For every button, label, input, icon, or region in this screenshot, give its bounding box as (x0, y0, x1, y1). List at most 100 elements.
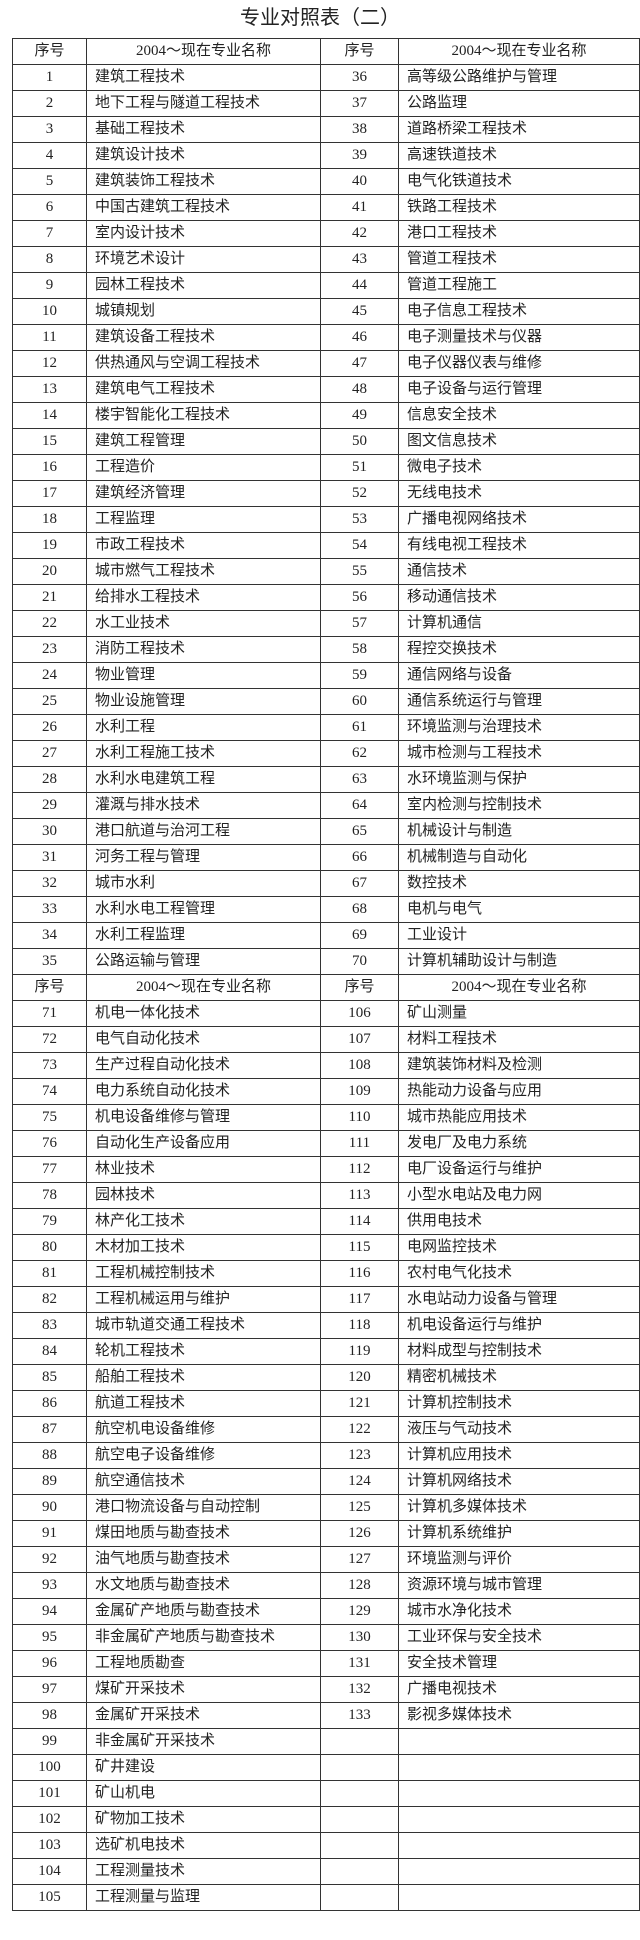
major-name: 机电一体化技术 (86, 1000, 321, 1027)
major-name: 程控交换技术 (398, 636, 640, 663)
table-row: 1 建筑工程技术 36 高等级公路维护与管理 (12, 64, 640, 91)
seq-number: 112 (320, 1156, 399, 1183)
major-name: 水利工程监理 (86, 922, 321, 949)
table-row: 105 工程测量与监理 (12, 1884, 640, 1911)
major-name: 信息安全技术 (398, 402, 640, 429)
seq-number: 15 (12, 428, 87, 455)
major-name: 电厂设备运行与维护 (398, 1156, 640, 1183)
major-name: 建筑工程管理 (86, 428, 321, 455)
major-name: 机电设备运行与维护 (398, 1312, 640, 1339)
table-row: 29 灌溉与排水技术 64 室内检测与控制技术 (12, 792, 640, 819)
page-title: 专业对照表（二） (240, 7, 400, 29)
seq-number: 115 (320, 1234, 399, 1261)
major-name: 非金属矿开采技术 (86, 1728, 321, 1755)
table-row: 100 矿井建设 (12, 1754, 640, 1781)
major-name: 影视多媒体技术 (398, 1702, 640, 1729)
seq-number: 89 (12, 1468, 87, 1495)
seq-number: 40 (320, 168, 399, 195)
seq-number: 70 (320, 948, 399, 975)
table-row: 86 航道工程技术 121 计算机控制技术 (12, 1390, 640, 1417)
major-name: 市政工程技术 (86, 532, 321, 559)
major-name: 航空机电设备维修 (86, 1416, 321, 1443)
major-name: 工程机械控制技术 (86, 1260, 321, 1287)
major-name: 河务工程与管理 (86, 844, 321, 871)
table-row: 102 矿物加工技术 (12, 1806, 640, 1833)
major-name: 港口物流设备与自动控制 (86, 1494, 321, 1521)
seq-number: 58 (320, 636, 399, 663)
seq-number: 38 (320, 116, 399, 143)
seq-number (320, 1754, 399, 1781)
seq-number: 24 (12, 662, 87, 689)
table-row: 34 水利工程监理 69 工业设计 (12, 922, 640, 949)
seq-number: 31 (12, 844, 87, 871)
major-name: 工业环保与安全技术 (398, 1624, 640, 1651)
seq-number: 42 (320, 220, 399, 247)
major-name: 园林工程技术 (86, 272, 321, 299)
major-name: 航空电子设备维修 (86, 1442, 321, 1469)
seq-number (320, 1806, 399, 1833)
major-name: 电子信息工程技术 (398, 298, 640, 325)
major-name: 建筑装饰工程技术 (86, 168, 321, 195)
header-row: 序号 2004～现在专业名称 序号 2004～现在专业名称 (12, 38, 640, 65)
major-name: 航道工程技术 (86, 1390, 321, 1417)
major-name: 电网监控技术 (398, 1234, 640, 1261)
major-name: 工程地质勘查 (86, 1650, 321, 1677)
seq-number: 22 (12, 610, 87, 637)
seq-number: 39 (320, 142, 399, 169)
seq-number: 2 (12, 90, 87, 117)
seq-number: 36 (320, 64, 399, 91)
seq-number: 45 (320, 298, 399, 325)
table-row: 92 油气地质与勘查技术 127 环境监测与评价 (12, 1546, 640, 1573)
seq-number: 73 (12, 1052, 87, 1079)
major-name: 城市水利 (86, 870, 321, 897)
seq-number: 106 (320, 1000, 399, 1027)
major-name: 数控技术 (398, 870, 640, 897)
major-name: 材料成型与控制技术 (398, 1338, 640, 1365)
seq-number: 114 (320, 1208, 399, 1235)
major-name: 城市轨道交通工程技术 (86, 1312, 321, 1339)
table-row: 10 城镇规划 45 电子信息工程技术 (12, 298, 640, 325)
header-name: 2004～现在专业名称 (86, 974, 321, 1001)
seq-number: 11 (12, 324, 87, 351)
major-name: 计算机控制技术 (398, 1390, 640, 1417)
seq-number: 85 (12, 1364, 87, 1391)
table-row: 6 中国古建筑工程技术 41 铁路工程技术 (12, 194, 640, 221)
major-name: 矿物加工技术 (86, 1806, 321, 1833)
table-row: 15 建筑工程管理 50 图文信息技术 (12, 428, 640, 455)
major-name: 林业技术 (86, 1156, 321, 1183)
major-name: 机电设备维修与管理 (86, 1104, 321, 1131)
seq-number: 37 (320, 90, 399, 117)
seq-number: 113 (320, 1182, 399, 1209)
seq-number: 18 (12, 506, 87, 533)
seq-number: 64 (320, 792, 399, 819)
seq-number: 117 (320, 1286, 399, 1313)
seq-number: 120 (320, 1364, 399, 1391)
table-row: 22 水工业技术 57 计算机通信 (12, 610, 640, 637)
major-name: 电子仪器仪表与维修 (398, 350, 640, 377)
major-name: 城市热能应用技术 (398, 1104, 640, 1131)
major-name (398, 1858, 640, 1885)
seq-number: 62 (320, 740, 399, 767)
major-name: 自动化生产设备应用 (86, 1130, 321, 1157)
major-name: 消防工程技术 (86, 636, 321, 663)
seq-number: 124 (320, 1468, 399, 1495)
major-name: 有线电视工程技术 (398, 532, 640, 559)
major-name (398, 1832, 640, 1859)
seq-number: 47 (320, 350, 399, 377)
table-row: 79 林产化工技术 114 供用电技术 (12, 1208, 640, 1235)
major-name: 工业设计 (398, 922, 640, 949)
seq-number: 99 (12, 1728, 87, 1755)
table-row: 74 电力系统自动化技术 109 热能动力设备与应用 (12, 1078, 640, 1105)
seq-number: 122 (320, 1416, 399, 1443)
seq-number: 90 (12, 1494, 87, 1521)
major-name: 金属矿产地质与勘查技术 (86, 1598, 321, 1625)
seq-number: 68 (320, 896, 399, 923)
major-name: 水工业技术 (86, 610, 321, 637)
seq-number: 25 (12, 688, 87, 715)
seq-number: 9 (12, 272, 87, 299)
seq-number: 118 (320, 1312, 399, 1339)
major-name: 无线电技术 (398, 480, 640, 507)
seq-number: 103 (12, 1832, 87, 1859)
major-name: 通信网络与设备 (398, 662, 640, 689)
seq-number: 127 (320, 1546, 399, 1573)
